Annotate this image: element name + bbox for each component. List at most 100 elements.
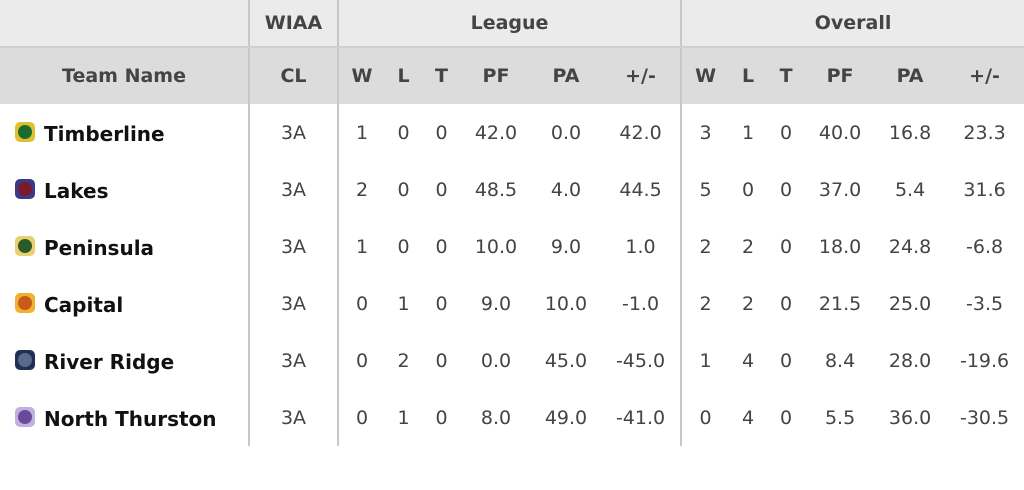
stat-cell: 2 xyxy=(729,218,768,275)
stat-cell: 4 xyxy=(729,389,768,446)
stat-cell: 2 xyxy=(385,332,422,389)
stat-cell: 21.5 xyxy=(805,275,876,332)
stat-cell: 18.0 xyxy=(805,218,876,275)
column-header-row: Team Name CL W L T PF PA +/- W L T PF PA +/- xyxy=(0,47,1024,104)
team-name: Capital xyxy=(44,293,124,317)
stat-cell: 4 xyxy=(729,332,768,389)
stat-cell: -3.5 xyxy=(945,275,1024,332)
stat-cell: 8.4 xyxy=(805,332,876,389)
stat-cell: 48.5 xyxy=(461,161,531,218)
column-header: Team Name xyxy=(0,47,249,104)
stat-cell: 10.0 xyxy=(461,218,531,275)
stat-cell: 3A xyxy=(248,389,338,446)
stat-cell: 0 xyxy=(385,161,422,218)
stat-cell: 1 xyxy=(385,275,422,332)
stat-cell: 5.5 xyxy=(805,389,876,446)
team-logo xyxy=(15,179,35,199)
stat-cell: 0 xyxy=(767,389,806,446)
stat-cell: 2 xyxy=(680,275,730,332)
stat-cell: 8.0 xyxy=(461,389,531,446)
group-header: League xyxy=(336,0,682,48)
team-logo xyxy=(15,407,35,427)
stat-cell: 44.5 xyxy=(601,161,682,218)
stat-cell: 24.8 xyxy=(875,218,946,275)
stat-cell: 3A xyxy=(248,275,338,332)
stat-cell: 2 xyxy=(680,218,730,275)
stat-cell: 0 xyxy=(422,161,461,218)
team-cell: Capital xyxy=(0,275,249,332)
column-header: +/- xyxy=(601,47,682,104)
stat-cell: 5.4 xyxy=(875,161,946,218)
stat-cell: 0 xyxy=(385,218,422,275)
stat-cell: 0 xyxy=(422,104,461,161)
column-header: +/- xyxy=(945,47,1024,104)
team-cell: North Thurston xyxy=(0,389,249,446)
stat-cell: 1 xyxy=(385,389,422,446)
stat-cell: 0 xyxy=(767,161,806,218)
team-cell: River Ridge xyxy=(0,332,249,389)
stat-cell: 4.0 xyxy=(531,161,601,218)
team-name: Peninsula xyxy=(44,236,155,260)
stat-cell: -6.8 xyxy=(945,218,1024,275)
stat-cell: -30.5 xyxy=(945,389,1024,446)
stat-cell: 45.0 xyxy=(531,332,601,389)
team-name: North Thurston xyxy=(44,407,217,431)
stat-cell: 49.0 xyxy=(531,389,601,446)
stat-cell: -41.0 xyxy=(601,389,682,446)
stat-cell: 1.0 xyxy=(601,218,682,275)
stat-cell: 0 xyxy=(767,218,806,275)
stat-cell: 0 xyxy=(422,218,461,275)
column-header: W xyxy=(680,47,730,104)
stat-cell: 0 xyxy=(422,389,461,446)
column-header: T xyxy=(767,47,806,104)
group-header: WIAA xyxy=(248,0,338,48)
stat-cell: 0 xyxy=(337,389,385,446)
column-header: CL xyxy=(248,47,338,104)
stat-cell: 0 xyxy=(422,275,461,332)
stat-cell: 5 xyxy=(680,161,730,218)
stat-cell: 0 xyxy=(385,104,422,161)
stat-cell: 0 xyxy=(422,332,461,389)
stat-cell: 0 xyxy=(729,161,768,218)
column-header: PF xyxy=(805,47,876,104)
team-cell: Timberline xyxy=(0,104,249,161)
stat-cell: 0 xyxy=(767,275,806,332)
stat-cell: 9.0 xyxy=(531,218,601,275)
stat-cell: -1.0 xyxy=(601,275,682,332)
stat-cell: 25.0 xyxy=(875,275,946,332)
stat-cell: 3 xyxy=(680,104,730,161)
stat-cell: 0 xyxy=(337,275,385,332)
stat-cell: 10.0 xyxy=(531,275,601,332)
stat-cell: 0 xyxy=(767,104,806,161)
stat-cell: 3A xyxy=(248,104,338,161)
team-name: Timberline xyxy=(44,122,165,146)
stat-cell: 0 xyxy=(337,332,385,389)
standings-table: WIAA League Overall Team Name CL W L T PF PA +/- W… xyxy=(0,0,1024,446)
stat-cell: 0.0 xyxy=(531,104,601,161)
empty-header xyxy=(0,0,249,48)
stat-cell: 37.0 xyxy=(805,161,876,218)
column-header: PA xyxy=(875,47,946,104)
team-row: River Ridge 3A 0 2 0 0.0 45.0 -45.0 1 4 0 8.4 28.0 -1… xyxy=(0,332,1024,389)
stat-cell: 31.6 xyxy=(945,161,1024,218)
team-logo xyxy=(15,293,35,313)
stat-cell: 1 xyxy=(729,104,768,161)
stat-cell: 3A xyxy=(248,332,338,389)
team-row: Peninsula 3A 1 0 0 10.0 9.0 1.0 2 2 0 18.0 24.8 -6.8 xyxy=(0,218,1024,275)
group-header: Overall xyxy=(680,0,1024,48)
stat-cell: 42.0 xyxy=(601,104,682,161)
team-row: Capital 3A 0 1 0 9.0 10.0 -1.0 2 2 0 21.5 25.0 -3.5 xyxy=(0,275,1024,332)
stat-cell: -19.6 xyxy=(945,332,1024,389)
team-logo xyxy=(15,350,35,370)
column-header: L xyxy=(385,47,422,104)
stat-cell: 40.0 xyxy=(805,104,876,161)
stat-cell: -45.0 xyxy=(601,332,682,389)
team-logo xyxy=(15,122,35,142)
column-header: W xyxy=(337,47,385,104)
team-row: Lakes 3A 2 0 0 48.5 4.0 44.5 5 0 0 37.0 5.4 31.6 xyxy=(0,161,1024,218)
team-cell: Peninsula xyxy=(0,218,249,275)
stat-cell: 23.3 xyxy=(945,104,1024,161)
team-cell: Lakes xyxy=(0,161,249,218)
stat-cell: 0.0 xyxy=(461,332,531,389)
stat-cell: 1 xyxy=(337,104,385,161)
